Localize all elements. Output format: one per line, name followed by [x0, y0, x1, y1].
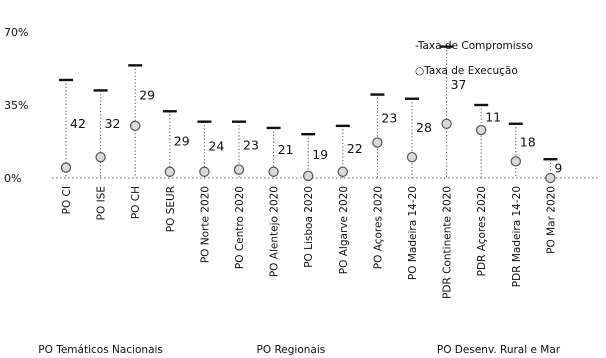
execution-marker: [476, 124, 487, 136]
legend: -Taxa de Compromisso ○Taxa de Execução: [415, 40, 533, 77]
execution-marker: [95, 151, 106, 163]
execution-marker: [337, 166, 348, 177]
gap-label: 32: [105, 116, 121, 131]
execution-marker: [60, 162, 72, 173]
group-label: PO Temáticos Nacionais: [38, 344, 163, 356]
gap-label: 24: [208, 139, 224, 154]
category-label: PO ISE: [96, 186, 108, 220]
execution-marker: [164, 166, 175, 177]
gap-label: 29: [139, 88, 155, 103]
category-label: PO CH: [130, 186, 142, 219]
group-labels: PO Temáticos Nacionais PO Regionais PO Des…: [38, 344, 561, 356]
category-label: PO Madeira 14-20: [407, 186, 419, 280]
category-label: PDR Açores 2020: [476, 186, 488, 276]
y-tick-label: 0%: [4, 172, 21, 185]
execution-marker: [233, 164, 245, 175]
gap-label: 21: [278, 142, 294, 157]
data-marks: 42 32 29 29 24 23 21 19 22 23 28 37 11 18 9: [59, 45, 562, 184]
execution-marker: [372, 137, 383, 148]
category-labels: PO CI PO ISE PO CH PO SEUR PO Norte 2020 PO C…: [61, 186, 557, 299]
category-label: PO Algarve 2020: [338, 186, 350, 274]
group-label: PO Regionais: [257, 344, 326, 356]
legend-execution: ○Taxa de Execução: [415, 65, 518, 77]
gap-label: 37: [451, 77, 467, 92]
execution-marker: [545, 172, 556, 184]
category-label: PO SEUR: [165, 186, 177, 232]
gap-label: 19: [312, 147, 328, 162]
category-label: PDR Continente 2020: [442, 186, 454, 299]
gap-label: 23: [243, 138, 259, 153]
gap-label: 28: [416, 120, 432, 135]
gap-label: 23: [381, 111, 397, 126]
gap-label: 42: [70, 116, 86, 131]
category-label: PO Centro 2020: [234, 186, 246, 269]
legend-commitment: -Taxa de Compromisso: [415, 40, 533, 52]
y-tick-label: 70%: [4, 26, 28, 39]
category-label: PO Norte 2020: [199, 186, 211, 263]
group-label: PO Desenv. Rural e Mar: [437, 344, 561, 356]
execution-marker: [303, 170, 314, 182]
category-label: PDR Madeira 14-20: [511, 186, 523, 287]
category-label: PO Alentejo 2020: [269, 186, 281, 277]
execution-marker: [199, 166, 210, 177]
category-label: PO CI: [61, 186, 73, 214]
category-label: PO Mar 2020: [545, 186, 557, 254]
category-label: PO Lisboa 2020: [303, 186, 315, 268]
execution-marker: [129, 120, 141, 132]
y-tick-label: 35%: [4, 99, 28, 112]
gap-label: 11: [485, 110, 501, 125]
category-label: PO Açores 2020: [372, 186, 384, 269]
execution-marker: [510, 156, 521, 167]
execution-marker: [406, 151, 418, 163]
y-axis: 70% 35% 0%: [4, 26, 28, 185]
gap-label: 22: [347, 141, 363, 156]
gap-label: 9: [554, 161, 562, 176]
gap-label: 18: [520, 135, 536, 150]
execution-marker: [441, 118, 452, 129]
gap-label: 29: [174, 134, 190, 149]
execution-marker: [268, 166, 279, 177]
